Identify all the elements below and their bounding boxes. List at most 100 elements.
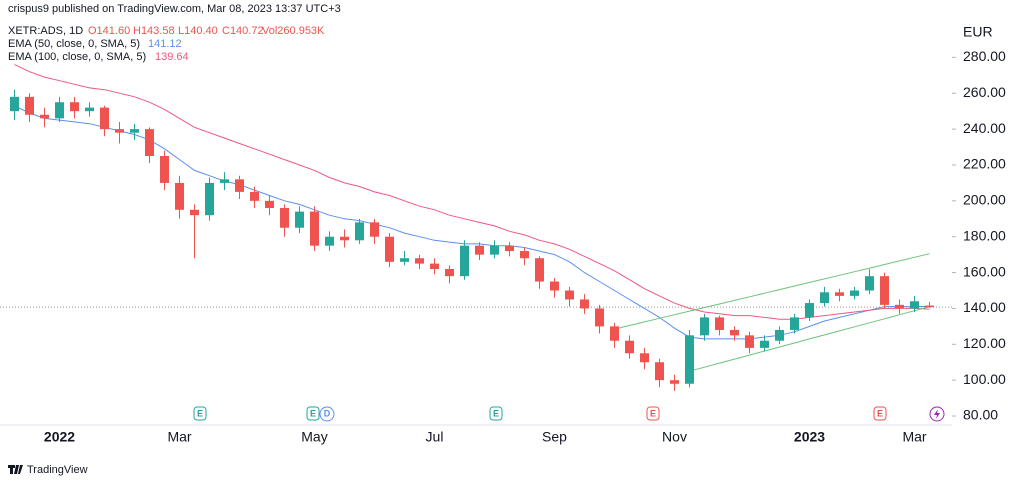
candle-body	[85, 107, 94, 112]
ohlc-low: L140.40	[178, 25, 218, 37]
ohlc-open: O141.60	[88, 25, 130, 37]
candle-body	[715, 317, 724, 330]
y-tick-label: 100.00	[963, 371, 1006, 387]
event-box	[306, 406, 320, 421]
candle-body	[40, 114, 49, 119]
brand-logo: TradingView	[8, 464, 88, 476]
candle-body	[220, 179, 229, 183]
y-tick-label: 180.00	[963, 227, 1006, 243]
candle-body	[910, 301, 919, 309]
candle-body	[310, 211, 319, 246]
publisher: crispus9 published on TradingView.com, M…	[8, 3, 341, 15]
candle-body	[10, 96, 19, 112]
event-box	[489, 406, 503, 421]
candle-body	[925, 305, 934, 308]
y-tick-label: 80.00	[963, 407, 998, 423]
trend-line	[614, 253, 930, 330]
candle-body	[25, 96, 34, 115]
candle-body	[385, 236, 394, 262]
candle-body	[655, 362, 664, 381]
x-tick-label: Sep	[542, 429, 567, 445]
candle-body	[850, 290, 859, 296]
candle-body	[550, 281, 559, 291]
event-label: D	[324, 408, 331, 418]
trend-line	[689, 306, 930, 372]
candle-body	[160, 156, 169, 183]
candle-body	[115, 129, 124, 133]
ema100-label: EMA (100, close, 0, SMA, 5)	[8, 51, 146, 63]
logo-icon	[8, 465, 23, 474]
brand: TradingView	[27, 464, 88, 476]
candle-body	[625, 340, 634, 354]
candle-body	[100, 107, 109, 130]
event-box	[646, 406, 660, 421]
candle-body	[760, 340, 769, 348]
candle-body	[205, 182, 214, 216]
candle-body	[610, 326, 619, 341]
symbol: XETR:ADS, 1D	[8, 25, 83, 37]
ema50-value: 141.12	[148, 38, 182, 50]
x-tick-label: 2022	[44, 429, 75, 445]
candle-body	[400, 258, 409, 262]
event-label: E	[197, 408, 203, 418]
candle-body	[325, 236, 334, 246]
y-tick-label: 200.00	[963, 192, 1006, 208]
ema100-value: 139.64	[155, 51, 189, 63]
candle-body	[730, 329, 739, 336]
candle-body	[505, 245, 514, 252]
candle-body	[475, 245, 484, 255]
ohlc-high: H143.58	[133, 25, 175, 37]
ohlc-volume: Vol260.953K	[262, 25, 325, 37]
candle-body	[280, 208, 289, 228]
candle-body	[685, 335, 694, 384]
candle-body	[175, 182, 184, 210]
y-tick-label: 140.00	[963, 299, 1006, 315]
candle-body	[295, 211, 304, 228]
event-box	[193, 406, 207, 421]
event-label: E	[877, 408, 883, 418]
event-markers: E E D E E E	[193, 406, 945, 422]
event-label: E	[650, 408, 656, 418]
candle-body	[70, 102, 79, 112]
candle-body	[880, 276, 889, 305]
candle-body	[430, 263, 439, 269]
event-label: E	[310, 408, 316, 418]
candle-body	[595, 308, 604, 327]
y-tick-label: 260.00	[963, 84, 1006, 100]
y-axis-label: EUR	[963, 24, 993, 40]
candle-body	[820, 292, 829, 304]
candle-body	[640, 353, 649, 363]
candle-body	[865, 276, 874, 291]
candle-body	[340, 236, 349, 241]
candle-body	[700, 317, 709, 336]
event-label: E	[493, 408, 499, 418]
candle-body	[805, 303, 814, 318]
candle-body	[835, 292, 844, 296]
lightning-icon	[934, 409, 940, 419]
candle-body	[520, 251, 529, 259]
ema50-label: EMA (50, close, 0, SMA, 5)	[8, 38, 140, 50]
candle-body	[145, 129, 154, 157]
candle-body	[370, 222, 379, 237]
candle-body	[670, 380, 679, 384]
y-tick-label: 160.00	[963, 263, 1006, 279]
y-tick-label: 120.00	[963, 335, 1006, 351]
x-tick-label: Jul	[426, 429, 444, 445]
candle-body	[190, 209, 199, 216]
x-tick-label: 2023	[794, 429, 825, 445]
candle-body	[415, 258, 424, 264]
candle-body	[565, 290, 574, 300]
candle-body	[490, 245, 499, 255]
candle-body	[580, 299, 589, 309]
ohlc-close: C140.72	[222, 25, 264, 37]
ema-line	[14, 64, 930, 320]
candle-body	[790, 317, 799, 330]
candle-body	[250, 191, 259, 201]
event-box	[319, 406, 335, 422]
x-tick-label: May	[301, 429, 327, 445]
y-tick-label: 280.00	[963, 48, 1006, 64]
candle-body	[355, 222, 364, 241]
candle-body	[55, 102, 64, 119]
